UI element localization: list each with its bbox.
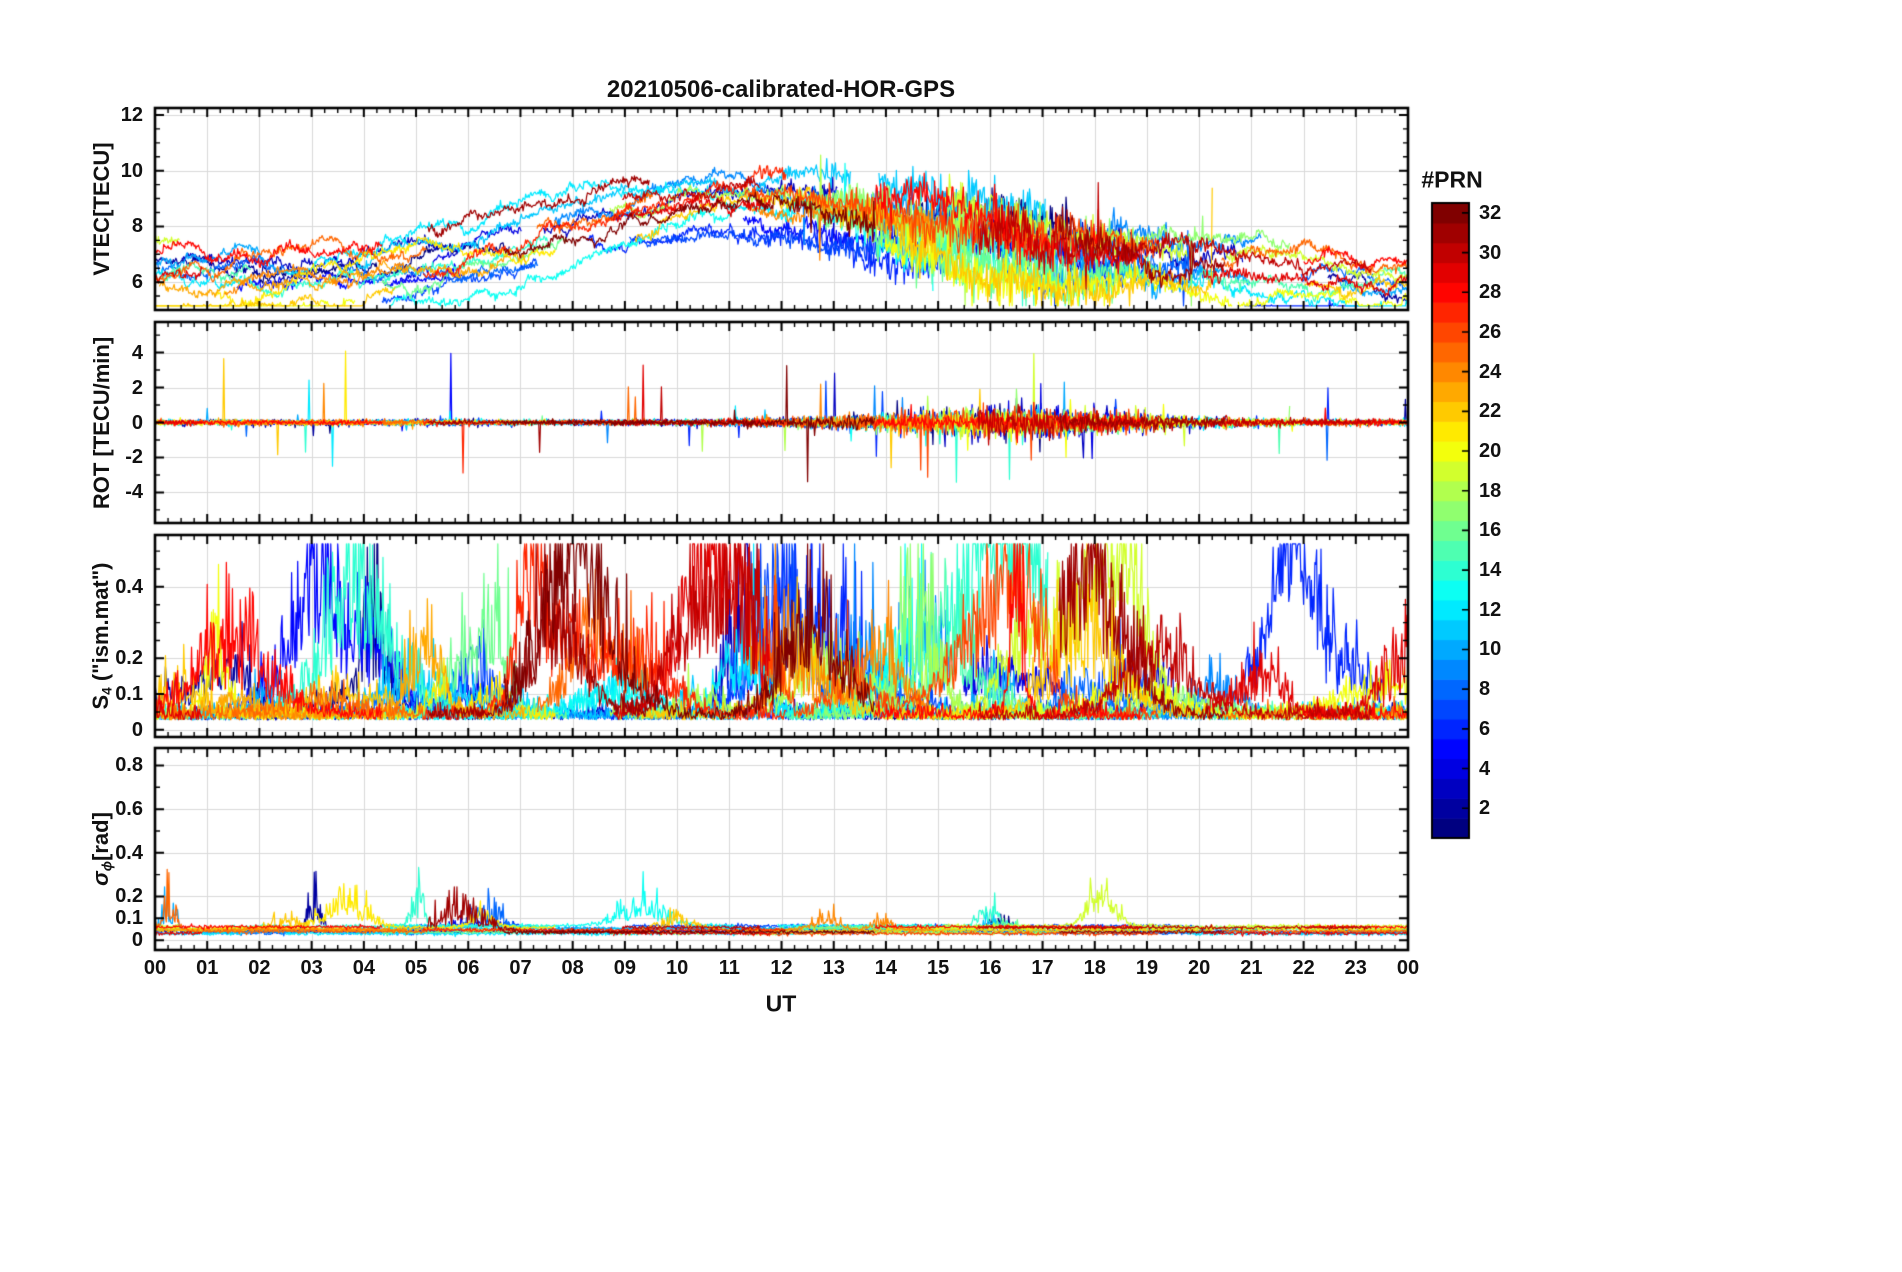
x-tick-label: 01 [196,957,219,979]
colorbar-tick-label: 20 [1479,440,1502,463]
x-tick-label: 10 [665,957,689,979]
colorbar-tick-label: 24 [1479,360,1502,383]
colorbar-title: #PRN [1421,166,1483,193]
y-axis-label-rot: ROT [TECU/min] [89,336,114,509]
x-tick-label: 16 [979,957,1002,979]
x-tick-label: 03 [300,957,323,979]
x-tick-label: 11 [718,957,740,979]
colorbar-tick-label: 26 [1479,320,1502,343]
chart-title: 20210506-calibrated-HOR-GPS [606,76,956,103]
x-tick-label: 06 [457,957,480,979]
y-tick-label-sigma_phi: 0.4 [115,841,143,864]
colorbar-tick-label: 18 [1479,479,1502,502]
y-axis-label-sigma_phi: σϕ[rad] [87,812,115,886]
colorbar-tick-label: 6 [1479,717,1491,740]
x-tick-label: 14 [874,957,898,979]
colorbar-tick-label: 28 [1479,281,1502,304]
colorbar-tick-label: 2 [1479,797,1491,820]
y-tick-label-rot: 2 [131,376,143,399]
y-tick-label-sigma_phi: 0 [131,929,143,952]
x-tick-label: 07 [509,957,532,979]
y-axis-label-s4: S4 ("ism.mat") [87,562,115,710]
x-tick-label: 15 [927,957,950,979]
colorbar-tick-label: 32 [1479,201,1502,224]
y-tick-label-vtec: 6 [131,271,143,294]
y-tick-label-rot: -2 [125,446,143,469]
colorbar-tick-label: 16 [1479,519,1502,542]
x-tick-label: 22 [1292,957,1315,979]
x-tick-label: 13 [822,957,845,979]
x-tick-label: 08 [561,957,584,979]
colorbar-tick-label: 22 [1479,400,1502,423]
colorbar-tick-label: 4 [1479,757,1491,780]
x-tick-label: 17 [1031,957,1054,979]
x-tick-label: 05 [404,957,428,979]
y-tick-label-rot: 4 [131,341,143,364]
y-tick-label-rot: 0 [131,411,143,434]
colorbar-tick-label: 8 [1479,678,1491,701]
x-axis-title: UT [765,990,797,1017]
y-tick-label-s4: 0.2 [115,647,143,670]
x-tick-label: 21 [1240,957,1263,979]
y-tick-label-sigma_phi: 0.8 [115,754,143,777]
y-tick-label-s4: 0 [131,718,143,741]
colorbar-tick-label: 12 [1479,598,1502,621]
y-tick-label-s4: 0.1 [115,683,143,706]
x-tick-label: 04 [352,957,375,979]
colorbar-tick-label: 14 [1479,559,1502,582]
colorbar-tick-label: 10 [1479,638,1502,661]
x-tick-label: 23 [1344,957,1367,979]
y-tick-label-sigma_phi: 0.2 [115,885,143,908]
y-tick-label-vtec: 10 [120,159,143,182]
x-tick-label: 20 [1188,957,1211,979]
x-tick-label: 00 [143,957,167,979]
y-tick-label-s4: 0.4 [115,575,143,598]
colorbar-tick-label: 30 [1479,241,1502,264]
x-tick-label: 02 [248,957,271,979]
y-tick-label-sigma_phi: 0.1 [115,907,143,930]
y-tick-label-vtec: 8 [131,215,143,238]
y-tick-label-sigma_phi: 0.6 [115,798,143,821]
x-tick-label: 12 [770,957,793,979]
x-tick-label: 09 [613,957,636,979]
x-tick-label: 00 [1396,957,1420,979]
y-tick-label-vtec: 12 [120,103,143,126]
x-tick-label: 18 [1083,957,1106,979]
y-axis-label-vtec: VTEC[TECU] [89,142,114,276]
y-tick-label-rot: -4 [125,481,143,504]
x-tick-label: 19 [1135,957,1159,979]
